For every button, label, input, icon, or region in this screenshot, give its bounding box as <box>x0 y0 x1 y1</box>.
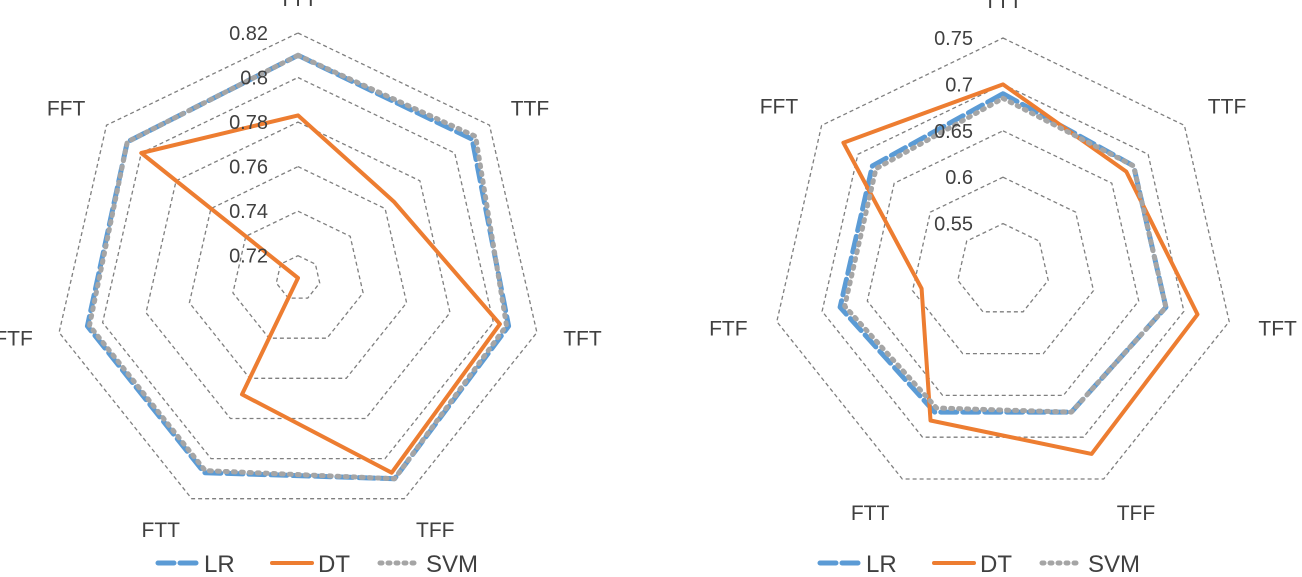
grid-ring-0-72 <box>275 254 321 299</box>
tick-label: 0.76 <box>229 157 268 179</box>
legend-label-lr: LR <box>204 551 235 577</box>
tick-label: 0.6 <box>945 167 973 189</box>
series-svm-line <box>87 52 509 482</box>
grid-ring-0-6 <box>911 176 1095 355</box>
series-lr-line <box>84 52 512 482</box>
series-svm-line <box>842 95 1169 415</box>
legend-label-dt: DT <box>318 551 350 577</box>
axis-label-ttt: TTT <box>279 0 318 11</box>
radar-chart-right: 0.55 0.6 0.65 0.7 0.75 TTT TTF TFT TFF FTT FTF FFT L… <box>709 0 1297 577</box>
axis-label-tft: TFT <box>1258 317 1297 340</box>
grid-ring-0-78 <box>145 121 451 420</box>
tick-label: 0.65 <box>934 121 973 143</box>
axis-label-ftf: FTF <box>0 328 33 351</box>
axis-label-ttf: TTF <box>1208 96 1246 119</box>
axis-label-fft: FFT <box>47 97 86 120</box>
radar-chart-left: 0.72 0.74 0.76 0.78 0.8 0.82 TTT TTF TFT TFF FTT FT… <box>0 0 602 577</box>
axis-label-ftt: FTT <box>142 519 181 542</box>
tick-label: 0.78 <box>229 112 268 134</box>
grid-ring-0-75 <box>776 37 1230 480</box>
tick-label: 0.74 <box>229 201 268 223</box>
axis-label-fft: FFT <box>760 96 799 119</box>
tick-label: 0.8 <box>240 68 268 90</box>
tick-label: 0.55 <box>934 214 973 236</box>
legend-label-svm: SVM <box>1088 551 1140 577</box>
tick-label: 0.7 <box>945 74 973 96</box>
axis-label-tff: TFF <box>416 519 454 542</box>
legend-label-svm: SVM <box>426 551 478 577</box>
axis-label-tft: TFT <box>563 328 602 351</box>
grid-ring-0-76 <box>188 165 408 379</box>
axis-label-ttf: TTF <box>511 97 549 120</box>
grid-ring-0-74 <box>232 210 364 339</box>
legend: LR DT SVM <box>817 551 1140 577</box>
series-dt-line <box>139 113 502 475</box>
tick-label: 0.75 <box>934 28 973 50</box>
grid-ring-0-65 <box>866 130 1140 397</box>
legend-label-lr: LR <box>866 551 897 577</box>
tick-label: 0.72 <box>229 246 268 268</box>
series-dt-line <box>841 82 1200 456</box>
grid-ring-0-82 <box>58 32 538 500</box>
tick-label: 0.82 <box>229 23 268 45</box>
legend: LR DT SVM <box>155 551 478 577</box>
axis-label-ftf: FTF <box>709 317 747 340</box>
legend-label-dt: DT <box>980 551 1012 577</box>
grid-ring-0-8 <box>101 76 495 460</box>
axis-label-ftt: FTT <box>851 502 890 525</box>
axis-label-tff: TFF <box>1117 502 1155 525</box>
axis-label-ttt: TTT <box>984 0 1023 13</box>
grid-ring-0-55 <box>957 222 1049 313</box>
